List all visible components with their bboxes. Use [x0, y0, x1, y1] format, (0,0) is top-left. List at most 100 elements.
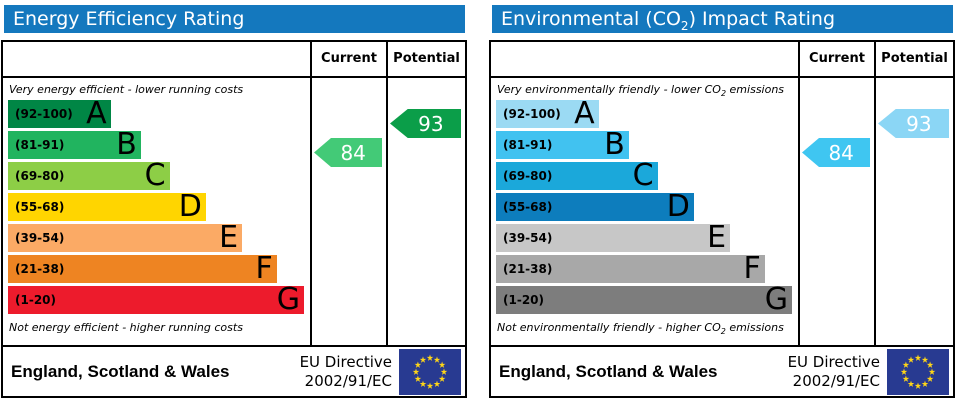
co2-impact-chart: Environmental (CO2) Impact Rating Curren…	[489, 5, 955, 398]
eu-directive-line1: EU Directive	[787, 352, 880, 371]
header-spacer	[3, 42, 312, 76]
caption-bottom: Not energy efficient - higher running co…	[3, 317, 310, 337]
band-letter: B	[604, 127, 625, 163]
band-letter: F	[743, 251, 761, 287]
rating-scale-body: Very environmentally friendly - lower CO…	[491, 78, 953, 345]
band-range: (69-80)	[15, 169, 65, 184]
band-a: (92-100) A	[8, 99, 111, 129]
band-list: (92-100) A (81-91) B (69-80) C (55-68)	[491, 96, 798, 318]
band-b: (81-91) B	[8, 127, 141, 163]
band-range: (1-20)	[15, 293, 56, 308]
energy-rating-table: Current Potential Very energy efficient …	[1, 40, 467, 398]
band-e: (39-54) E	[496, 220, 731, 256]
column-header-current: Current	[800, 42, 876, 76]
eu-directive: EU Directive 2002/91/EC	[300, 353, 392, 391]
eu-directive-line1: EU Directive	[299, 352, 392, 371]
band-letter: E	[219, 220, 239, 256]
eu-directive: EU Directive 2002/91/EC	[788, 353, 880, 391]
current-rating-arrow: 84	[314, 138, 382, 167]
band-range: (55-68)	[503, 200, 553, 215]
column-header-potential: Potential	[393, 51, 460, 66]
title-subscript: 2	[680, 18, 689, 33]
band-d: (55-68) D	[8, 189, 206, 225]
band-a: (92-100) A	[496, 96, 599, 132]
band-g: (1-20) G	[496, 282, 792, 318]
footer-region: England, Scotland & Wales	[499, 361, 718, 381]
caption-subscript: 2	[720, 327, 726, 337]
caption-text: Very environmentally friendly - lower CO	[497, 83, 721, 96]
potential-rating-value: 93	[906, 111, 932, 136]
column-headers: Current Potential	[491, 42, 953, 78]
band-c: (69-80) C	[8, 158, 170, 194]
band-letter: D	[178, 189, 202, 225]
band-range: (21-38)	[503, 262, 553, 277]
footer-region: England, Scotland & Wales	[11, 361, 230, 381]
band-range: (81-91)	[503, 138, 553, 153]
energy-chart-title: Energy Efficiency Rating	[4, 5, 465, 33]
band-range: (39-54)	[15, 231, 65, 246]
caption-text: Very energy efficient - lower running co…	[9, 83, 244, 96]
caption-text-tail: emissions	[725, 321, 784, 335]
caption-text-tail: emissions	[726, 83, 785, 96]
chart-footer: England, Scotland & Wales EU Directive 2…	[3, 345, 465, 396]
eu-directive-line2: 2002/91/EC	[304, 371, 392, 390]
band-letter: F	[255, 251, 273, 287]
bands-area: Very environmentally friendly - lower CO…	[491, 78, 800, 345]
current-rating-arrow: 84	[802, 138, 870, 167]
rating-scale-body: Very energy efficient - lower running co…	[3, 78, 465, 345]
potential-rating-column: 93	[876, 78, 953, 345]
co2-rating-table: Current Potential Very environmentally f…	[489, 40, 955, 398]
band-f: (21-38) F	[496, 251, 765, 287]
title-text-tail: ) Impact Rating	[688, 8, 836, 30]
caption-subscript: 2	[720, 89, 727, 99]
current-rating-value: 84	[828, 140, 854, 165]
header-spacer	[491, 42, 800, 76]
eu-flag-icon	[399, 348, 461, 395]
band-range: (92-100)	[503, 107, 561, 122]
caption-text: Not energy efficient - higher running co…	[9, 321, 243, 335]
band-range: (69-80)	[503, 169, 553, 184]
band-range: (92-100)	[15, 107, 73, 122]
column-header-current: Current	[312, 42, 388, 76]
bands-area: Very energy efficient - lower running co…	[3, 78, 312, 345]
potential-rating-arrow: 93	[390, 109, 461, 138]
caption-text: Not environmentally friendly - higher CO	[497, 321, 721, 335]
current-rating-column: 84	[312, 78, 388, 345]
current-rating-column: 84	[800, 78, 876, 345]
caption-bottom: Not environmentally friendly - higher CO…	[491, 317, 798, 337]
energy-efficiency-chart: Energy Efficiency Rating Current Potenti…	[1, 5, 467, 398]
band-range: (1-20)	[503, 293, 544, 308]
band-range: (39-54)	[503, 231, 553, 246]
band-letter: D	[666, 189, 690, 225]
eu-directive-line2: 2002/91/EC	[792, 371, 880, 390]
band-letter: G	[276, 282, 300, 318]
chart-footer: England, Scotland & Wales EU Directive 2…	[491, 345, 953, 396]
potential-rating-column: 93	[388, 78, 465, 345]
band-list: (92-100) A (81-91) B (69-80) C (55-68)	[3, 99, 310, 318]
band-g: (1-20) G	[8, 282, 304, 318]
band-letter: G	[764, 282, 788, 318]
band-c: (69-80) C	[496, 158, 658, 194]
band-e: (39-54) E	[8, 220, 243, 256]
title-text: Energy Efficiency Rating	[13, 8, 245, 30]
band-range: (81-91)	[15, 138, 65, 153]
current-rating-value: 84	[340, 140, 366, 165]
column-headers: Current Potential	[3, 42, 465, 78]
eu-flag-icon	[887, 348, 949, 395]
title-text: Environmental (CO	[501, 8, 681, 30]
co2-chart-title: Environmental (CO2) Impact Rating	[492, 5, 953, 33]
band-b: (81-91) B	[496, 127, 629, 163]
band-f: (21-38) F	[8, 251, 277, 287]
band-letter: E	[707, 220, 727, 256]
potential-rating-arrow: 93	[878, 109, 949, 138]
band-letter: A	[574, 96, 595, 132]
band-letter: C	[144, 158, 166, 194]
column-header-potential: Potential	[881, 51, 948, 66]
band-range: (55-68)	[15, 200, 65, 215]
band-letter: B	[116, 127, 137, 163]
caption-top: Very energy efficient - lower running co…	[3, 78, 310, 99]
caption-top: Very environmentally friendly - lower CO…	[491, 78, 798, 99]
band-range: (21-38)	[15, 262, 65, 277]
band-letter: C	[632, 158, 654, 194]
